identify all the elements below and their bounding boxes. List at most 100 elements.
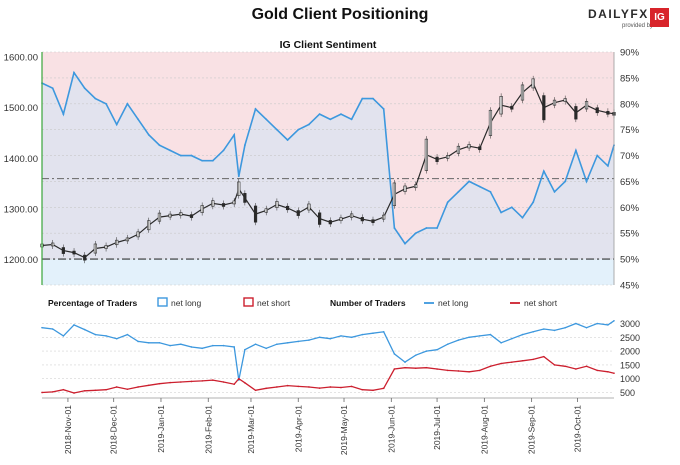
bottom-right-tick-label: 500 xyxy=(620,388,635,398)
traders-net-short-point xyxy=(446,369,449,372)
traders-net-long-point xyxy=(201,347,203,350)
bottom-right-tick-label: 1000 xyxy=(620,374,640,384)
net-long-percent-point xyxy=(553,190,556,193)
net-long-percent-point xyxy=(457,190,460,193)
net-long-percent-point xyxy=(211,159,214,162)
legend: Percentage of Traders net long net short Nu… xyxy=(48,297,558,308)
traders-net-short-point xyxy=(350,385,353,388)
traders-net-short-point xyxy=(244,382,246,384)
traders-net-long-point xyxy=(543,328,545,330)
provided-by-text: provided by xyxy=(622,23,654,29)
net-long-percent-point xyxy=(237,175,240,178)
net-long-percent-point xyxy=(606,165,609,167)
traders-net-short-point xyxy=(613,372,615,374)
x-tick-label: 2019-Jan-01 xyxy=(156,405,166,453)
net-long-percent-point xyxy=(564,180,567,183)
x-axis: 2018-Nov-01 2018-Dec-01 2019-Jan-01 2019-Fe… xyxy=(63,398,582,455)
net-long-percent-point xyxy=(468,180,470,183)
traders-net-long-point xyxy=(105,335,107,337)
traders-net-short-point xyxy=(158,382,161,385)
bottom-right-tick-label: 2000 xyxy=(620,347,640,357)
net-long-percent-point xyxy=(393,227,396,229)
legend-number-title: Number of Traders xyxy=(330,298,406,308)
net-long-percent-point xyxy=(340,113,342,116)
traders-net-short-point xyxy=(237,377,240,380)
traders-net-short-point xyxy=(468,370,470,373)
bottom-right-tick-label: 3000 xyxy=(620,319,640,329)
traders-net-short-point xyxy=(265,387,268,390)
traders-net-long-point xyxy=(115,337,118,340)
net-long-percent-point xyxy=(201,159,204,162)
traders-net-long-point xyxy=(190,346,193,348)
traders-net-long-point xyxy=(575,322,577,325)
x-tick-label: 2019-Jun-01 xyxy=(386,405,396,453)
traders-net-short-point xyxy=(553,364,556,366)
net-long-percent-point xyxy=(276,128,278,131)
x-tick-label: 2019-Oct-01 xyxy=(572,405,582,453)
traders-net-long-point xyxy=(83,328,86,331)
net-long-percent-point xyxy=(73,71,75,74)
net-long-percent-point xyxy=(62,113,65,116)
traders-net-short-point xyxy=(297,385,300,388)
net-long-percent-point xyxy=(574,149,577,152)
traders-net-long-point xyxy=(607,324,609,326)
net-long-percent-point xyxy=(265,118,268,121)
traders-net-long-point xyxy=(180,343,182,346)
legend-net-long-swatch xyxy=(157,297,168,307)
traders-net-long-point xyxy=(254,343,257,346)
net-long-percent-point xyxy=(414,232,417,235)
traders-net-short-point xyxy=(382,387,385,390)
x-tick-label: 2019-May-01 xyxy=(339,405,349,455)
legend-number-net-long: net long xyxy=(438,298,469,308)
net-long-area xyxy=(42,72,614,260)
net-long-percent-point xyxy=(446,201,449,204)
traders-net-short-point xyxy=(62,388,65,391)
net-long-percent-point xyxy=(286,139,289,141)
net-long-percent-point xyxy=(105,102,107,105)
traders-net-short-point xyxy=(94,389,97,392)
net-long-percent-point xyxy=(243,144,246,147)
traders-net-long-point xyxy=(286,342,289,344)
net-long-percent-point xyxy=(329,118,332,121)
traders-net-short-point xyxy=(276,386,278,388)
traders-net-short-point xyxy=(115,386,118,388)
net-long-percent-point xyxy=(350,118,353,121)
right-tick-label: 90% xyxy=(620,48,640,59)
traders-net-short-point xyxy=(607,370,609,373)
traders-net-long-point xyxy=(564,326,566,329)
left-tick-label: 1600.00 xyxy=(4,53,38,64)
net-long-percent-point xyxy=(361,97,364,100)
net-long-percent-point xyxy=(596,154,599,157)
x-tick-label: 2019-Aug-01 xyxy=(479,405,489,454)
x-tick-label: 2019-Feb-01 xyxy=(203,405,213,454)
x-tick-label: 2019-Apr-01 xyxy=(293,405,303,453)
traders-net-long-point xyxy=(361,333,364,336)
net-long-percent-point xyxy=(436,227,438,229)
traders-net-long-point xyxy=(297,340,300,343)
traders-net-short-point xyxy=(222,381,225,383)
legend-percentage-net-short: net short xyxy=(257,298,291,308)
traders-net-long-point xyxy=(126,333,129,336)
traders-net-short-point xyxy=(393,368,396,370)
net-long-percent-point xyxy=(297,128,300,131)
traders-net-short-point xyxy=(286,384,289,387)
traders-net-long-point xyxy=(478,335,481,337)
net-long-percent-point xyxy=(137,118,139,121)
dailyfx-wordmark: DAILYFX xyxy=(588,7,649,21)
traders-net-short-point xyxy=(436,368,438,370)
bottom-panel: 500 1000 1500 2000 2500 3000 xyxy=(41,319,640,399)
net-long-percent-point xyxy=(500,211,503,214)
net-long-percent-point xyxy=(542,170,545,172)
net-long-percent-line xyxy=(41,70,615,245)
traders-net-short-point xyxy=(329,386,332,388)
x-tick-label: 2018-Dec-01 xyxy=(109,405,119,454)
right-tick-label: 50% xyxy=(620,255,640,266)
traders-net-long-point xyxy=(94,333,97,336)
top-panel: 45% 50% 55% 60% 65% 70% 75% 80% 85% 90% 1200.00 130… xyxy=(4,39,640,292)
traders-net-short-point xyxy=(190,380,193,383)
gold-price-line xyxy=(41,82,615,259)
right-tick-label: 55% xyxy=(620,229,640,240)
traders-net-short-point xyxy=(543,355,545,358)
net-long-percent-point xyxy=(308,123,310,126)
